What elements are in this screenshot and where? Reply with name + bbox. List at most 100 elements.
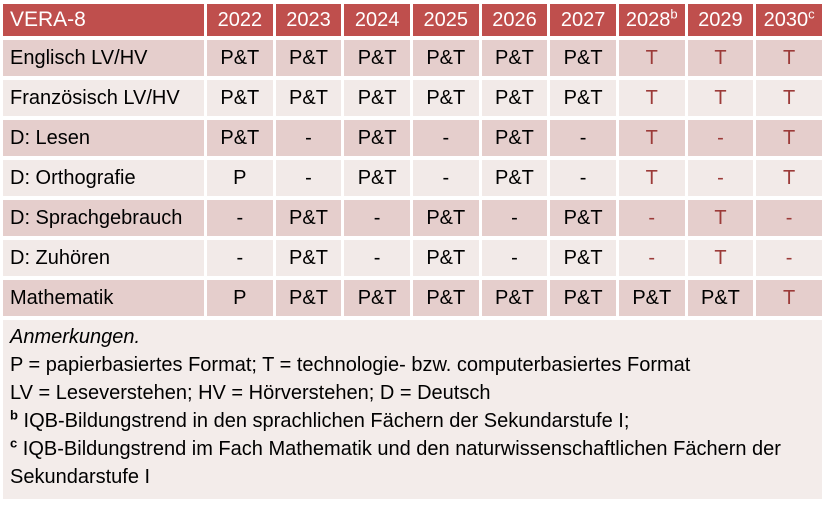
year-label: 2030: [763, 8, 809, 31]
year-header-2022: 2022: [207, 4, 273, 36]
table-cell: P&T: [481, 160, 548, 196]
row-label: D: Lesen: [3, 120, 204, 156]
table-cell: -: [550, 120, 616, 156]
table-cell: -: [412, 120, 479, 156]
table-cell: T: [687, 40, 754, 76]
table-cell: P&T: [550, 280, 616, 316]
vera8-schedule-table: VERA-8 2022 2023 2024 2025 2026 2027 202…: [3, 4, 822, 316]
year-header-2024: 2024: [344, 4, 410, 36]
table-cell: T: [756, 160, 822, 196]
table-cell: -: [756, 200, 822, 236]
table-cell: -: [756, 240, 822, 276]
row-label: Mathematik: [3, 280, 204, 316]
table-cell: T: [618, 40, 685, 76]
row-label: D: Orthografie: [3, 160, 204, 196]
table-cell: P&T: [412, 280, 479, 316]
row-label: Französisch LV/HV: [3, 80, 204, 116]
table-cell: P&T: [275, 200, 342, 236]
table-cell: P&T: [344, 80, 410, 116]
footnote-c: c IQB-Bildungstrend im Fach Mathematik u…: [10, 435, 816, 491]
table-cell: P&T: [207, 80, 273, 116]
row-label: D: Sprachgebrauch: [3, 200, 204, 236]
table-cell: T: [618, 80, 685, 116]
table-row-d-lesen: D: Lesen P&T - P&T - P&T - T - T: [3, 120, 822, 156]
table-cell: T: [618, 160, 685, 196]
year-header-2026: 2026: [481, 4, 548, 36]
table-cell: P&T: [344, 160, 410, 196]
table-cell: -: [207, 240, 273, 276]
notes-format-legend: P = papierbasiertes Format; T = technolo…: [10, 354, 691, 376]
table-row-d-sprachgebrauch: D: Sprachgebrauch - P&T - P&T - P&T - T …: [3, 200, 822, 236]
table-cell: P&T: [412, 240, 479, 276]
table-cell: -: [618, 240, 685, 276]
year-superscript: c: [808, 5, 815, 21]
footnote-c-text: IQB-Bildungstrend im Fach Mathematik und…: [10, 438, 781, 488]
table-cell: P&T: [481, 120, 548, 156]
year-header-2028: 2028b: [618, 4, 685, 36]
table-cell: -: [550, 160, 616, 196]
table-cell: T: [687, 240, 754, 276]
table-cell: -: [275, 120, 342, 156]
table-cell: -: [275, 160, 342, 196]
year-label: 2026: [492, 8, 537, 31]
footnote-b-text: IQB-Bildungstrend in den sprachlichen Fä…: [17, 410, 630, 432]
header-row: VERA-8 2022 2023 2024 2025 2026 2027 202…: [3, 4, 822, 36]
table-cell: T: [687, 80, 754, 116]
year-header-2029: 2029: [687, 4, 754, 36]
table-cell: P&T: [481, 80, 548, 116]
year-label: 2028: [625, 8, 671, 31]
table-cell: P&T: [550, 80, 616, 116]
footnote-c-marker: c: [10, 435, 18, 451]
year-header-2023: 2023: [275, 4, 342, 36]
footnote-b: b IQB-Bildungstrend in den sprachlichen …: [10, 407, 816, 435]
table-cell: -: [687, 160, 754, 196]
year-label: 2024: [354, 8, 400, 31]
year-label: 2025: [423, 8, 469, 31]
table-cell: P&T: [344, 40, 410, 76]
year-header-2030: 2030c: [756, 4, 822, 36]
notes-heading: Anmerkungen.: [10, 326, 141, 348]
table-cell: P&T: [412, 40, 479, 76]
table-cell: T: [618, 120, 685, 156]
footnote-b-marker: b: [10, 407, 18, 423]
year-label: 2029: [698, 8, 743, 31]
table-row-mathematik: Mathematik P P&T P&T P&T P&T P&T P&T P&T…: [3, 280, 822, 316]
table-cell: P&T: [618, 280, 685, 316]
table-cell: T: [687, 200, 754, 236]
table-cell: P&T: [687, 280, 754, 316]
row-label: Englisch LV/HV: [3, 40, 204, 76]
year-label: 2022: [217, 8, 263, 31]
year-header-2027: 2027: [550, 4, 616, 36]
year-label: 2027: [560, 8, 606, 31]
table-cell: P&T: [412, 200, 479, 236]
table-cell: P&T: [207, 120, 273, 156]
table-cell: P&T: [481, 280, 548, 316]
table-cell: P&T: [550, 40, 616, 76]
row-label: D: Zuhören: [3, 240, 204, 276]
year-header-2025: 2025: [412, 4, 479, 36]
table-row-franzoesisch: Französisch LV/HV P&T P&T P&T P&T P&T P&…: [3, 80, 822, 116]
table-cell: P&T: [275, 280, 342, 316]
table-cell: -: [412, 160, 479, 196]
table-cell: T: [756, 40, 822, 76]
table-cell: P&T: [412, 80, 479, 116]
table-cell: P&T: [550, 200, 616, 236]
table-cell: -: [344, 200, 410, 236]
table-row-englisch: Englisch LV/HV P&T P&T P&T P&T P&T P&T T…: [3, 40, 822, 76]
table-row-d-zuhoeren: D: Zuhören - P&T - P&T - P&T - T -: [3, 240, 822, 276]
table-cell: T: [756, 120, 822, 156]
table-cell: P&T: [275, 240, 342, 276]
year-label: 2023: [286, 8, 331, 31]
table-cell: P&T: [550, 240, 616, 276]
table-cell: P&T: [481, 40, 548, 76]
table-notes: Anmerkungen. P = papierbasiertes Format;…: [3, 320, 822, 499]
table-cell: P&T: [344, 280, 410, 316]
table-cell: T: [756, 280, 822, 316]
table-cell: P&T: [275, 80, 342, 116]
table-cell: -: [687, 120, 754, 156]
table-cell: -: [481, 200, 548, 236]
notes-abbreviation-legend: LV = Leseverstehen; HV = Hörverstehen; D…: [10, 382, 491, 404]
table-cell: P: [207, 160, 273, 196]
table-cell: P&T: [344, 120, 410, 156]
table-cell: P&T: [275, 40, 342, 76]
